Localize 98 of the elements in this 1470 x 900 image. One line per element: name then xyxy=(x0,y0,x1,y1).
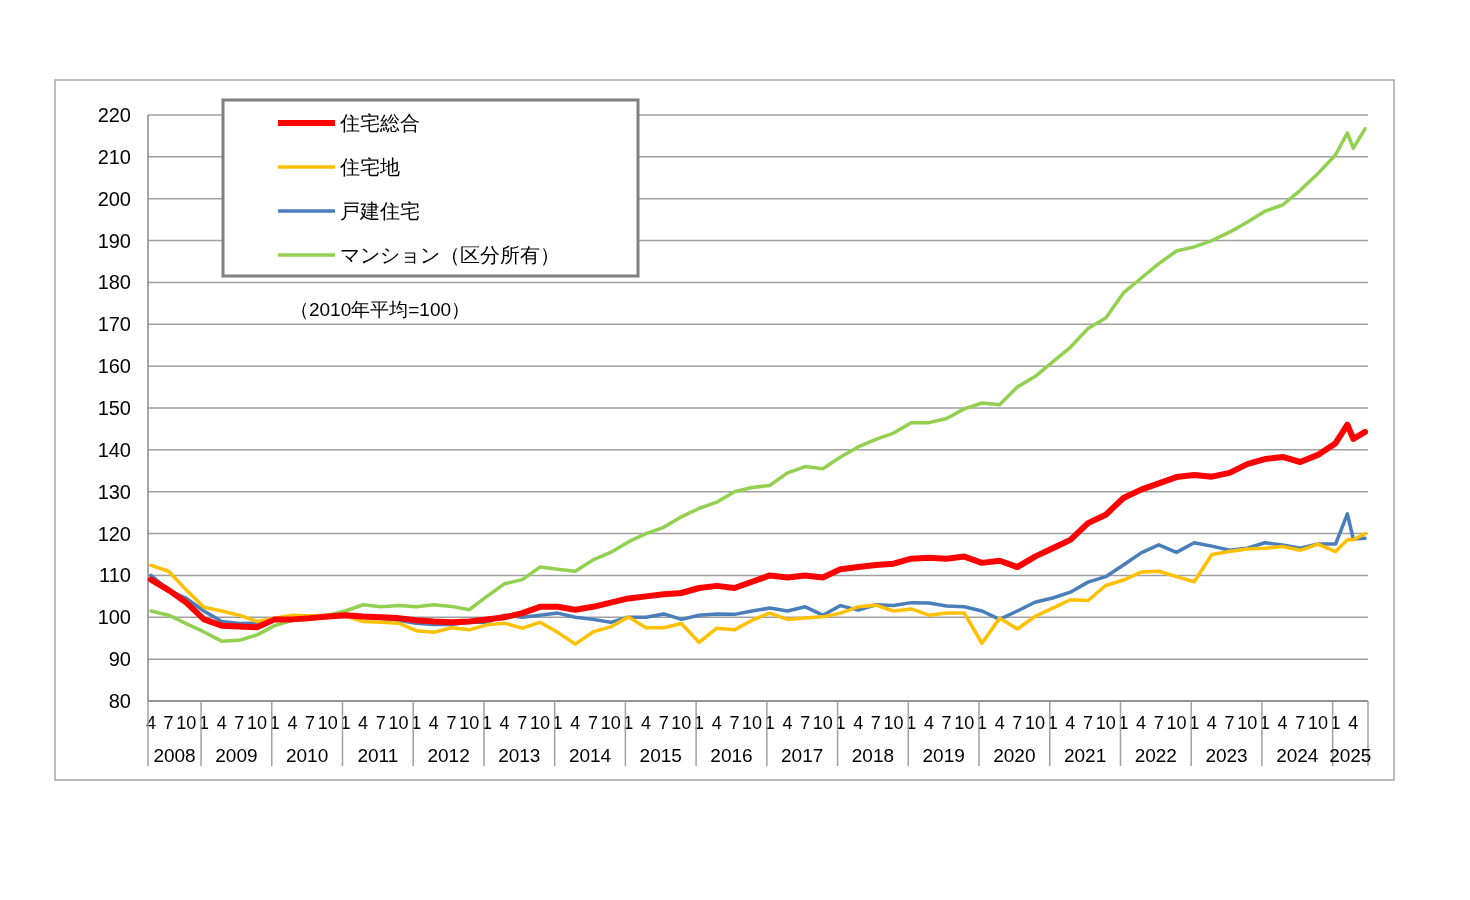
y-tick-label: 170 xyxy=(97,313,131,336)
text: 2012 xyxy=(427,745,470,766)
x-tick-label: 1 xyxy=(1189,713,1200,733)
x-tick-label: 4 xyxy=(711,713,722,733)
x-tick-label: 4 xyxy=(782,713,793,733)
x-tick-label: 7 xyxy=(587,713,598,733)
x-tick-label: 7 xyxy=(446,713,457,733)
x-tick-label: 7 xyxy=(1224,713,1235,733)
x-tick-label: 4 xyxy=(216,713,227,733)
annotation: （2010年平均=100） xyxy=(289,299,471,320)
text: 2011 xyxy=(357,745,399,766)
text: 2022 xyxy=(1134,745,1177,766)
x-tick-label: 4 xyxy=(853,713,864,733)
text: 2020 xyxy=(993,745,1036,766)
x-tick-label: 4 xyxy=(923,713,934,733)
x-tick-label: 1 xyxy=(411,713,422,733)
x-tick-label: 7 xyxy=(234,713,245,733)
y-tick-label: 120 xyxy=(97,522,131,545)
x-tick-label: 4 xyxy=(499,713,510,733)
x-tick-label: 7 xyxy=(517,713,528,733)
text: 2008 xyxy=(153,745,196,766)
x-tick-label: 10 xyxy=(742,713,763,733)
x-tick-label: 4 xyxy=(1065,713,1076,733)
x-tick-label: 10 xyxy=(1095,713,1116,733)
x-tick-label: 7 xyxy=(163,713,174,733)
legend-label: 住宅地 xyxy=(339,156,400,178)
text: 2021 xyxy=(1063,745,1107,766)
x-tick-label: 10 xyxy=(600,713,621,733)
x-tick-label: 4 xyxy=(287,713,298,733)
x-tick-label: 10 xyxy=(247,713,268,733)
y-tick-label: 180 xyxy=(97,271,131,294)
text: 2019 xyxy=(922,745,965,766)
text: 2017 xyxy=(781,745,824,766)
text: 2013 xyxy=(498,745,541,766)
x-tick-label: 4 xyxy=(1206,713,1217,733)
y-tick-label: 200 xyxy=(97,187,131,210)
text: 2014 xyxy=(568,745,612,766)
x-tick-label: 10 xyxy=(388,713,409,733)
x-tick-label: 10 xyxy=(883,713,904,733)
x-tick-label: 10 xyxy=(529,713,550,733)
x-tick-label: 7 xyxy=(1012,713,1023,733)
x-tick-label: 1 xyxy=(481,713,492,733)
y-tick-label: 140 xyxy=(97,438,131,461)
x-tick-label: 1 xyxy=(198,713,209,733)
legend-label: 戸建住宅 xyxy=(340,200,420,222)
y-tick-label: 150 xyxy=(97,397,131,419)
x-tick-label: 7 xyxy=(375,713,386,733)
x-tick-label: 7 xyxy=(305,713,316,733)
x-tick-label: 7 xyxy=(729,713,740,733)
x-tick-label: 10 xyxy=(1237,713,1258,733)
x-tick-label: 10 xyxy=(812,713,833,733)
x-tick-label: 1 xyxy=(976,713,987,733)
x-tick-label: 1 xyxy=(1259,713,1270,733)
x-tick-label: 7 xyxy=(1295,713,1306,733)
text: 2009 xyxy=(215,745,258,766)
x-tick-label: 4 xyxy=(1348,713,1359,733)
text: 2016 xyxy=(710,745,753,766)
x-tick-label: 7 xyxy=(1083,713,1094,733)
x-tick-label: 4 xyxy=(1136,713,1147,733)
x-tick-label: 4 xyxy=(145,713,156,733)
y-tick-label: 190 xyxy=(97,229,131,252)
x-tick-label: 10 xyxy=(176,713,197,733)
y-tick-label: 90 xyxy=(108,648,131,671)
text: 2015 xyxy=(639,745,682,766)
text: 2018 xyxy=(851,745,895,766)
x-tick-label: 4 xyxy=(570,713,581,733)
y-tick-label: 130 xyxy=(97,480,131,503)
y-tick-label: 210 xyxy=(97,145,131,168)
x-tick-label: 7 xyxy=(870,713,881,733)
x-tick-label: 10 xyxy=(459,713,480,733)
x-tick-label: 10 xyxy=(317,713,338,733)
x-tick-label: 1 xyxy=(764,713,775,733)
text: 2010 xyxy=(285,745,329,766)
y-tick-label: 160 xyxy=(97,355,131,378)
y-tick-label: 110 xyxy=(99,564,131,587)
legend-label: 住宅総合 xyxy=(339,112,420,134)
x-tick-label: 7 xyxy=(941,713,952,733)
x-tick-label: 10 xyxy=(954,713,975,733)
x-tick-label: 7 xyxy=(800,713,811,733)
legend-label: マンション（区分所有） xyxy=(340,244,560,266)
x-tick-label: 10 xyxy=(1307,713,1328,733)
text: 2025 xyxy=(1329,745,1372,766)
y-tick-label: 100 xyxy=(97,606,131,629)
y-tick-label: 80 xyxy=(108,690,131,712)
x-tick-label: 10 xyxy=(1024,713,1046,733)
y-tick-label: 220 xyxy=(97,104,131,126)
x-tick-label: 7 xyxy=(1153,713,1164,733)
text: 2024 xyxy=(1276,745,1319,766)
x-tick-label: 10 xyxy=(1166,713,1187,733)
text: 2023 xyxy=(1205,745,1248,766)
x-tick-label: 7 xyxy=(658,713,669,733)
x-tick-label: 4 xyxy=(358,713,369,733)
x-tick-label: 4 xyxy=(1277,713,1288,733)
x-tick-label: 10 xyxy=(671,713,692,733)
x-tick-label: 4 xyxy=(428,713,439,733)
x-tick-label: 4 xyxy=(641,713,652,733)
x-tick-label: 4 xyxy=(994,713,1005,733)
x-tick-label: 1 xyxy=(694,713,705,733)
